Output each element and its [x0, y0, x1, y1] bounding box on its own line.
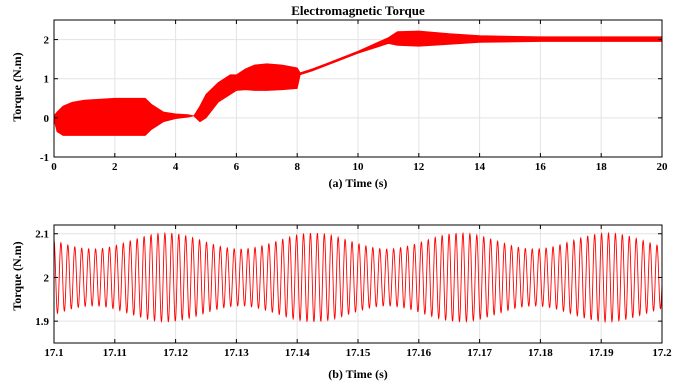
x-tick-label: 14: [474, 161, 486, 173]
x-tick-label: 6: [234, 161, 240, 173]
torque-waveform: [53, 231, 663, 324]
y-axis-label: Torque (N.m): [10, 241, 24, 310]
x-tick-label: 16: [535, 161, 547, 173]
x-tick-label: 8: [294, 161, 300, 173]
x-tick-label: 17.2: [652, 347, 672, 359]
plot-frame: [53, 19, 663, 158]
x-tick-label: 17.12: [163, 347, 188, 359]
x-axis-label: (b) Time (s): [328, 367, 388, 381]
x-tick-label: 17.18: [528, 347, 553, 359]
x-tick-label: 18: [596, 161, 608, 173]
x-tick-label: 0: [51, 161, 57, 173]
y-tick-label: 1: [44, 74, 50, 86]
x-tick-label: 2: [112, 161, 118, 173]
x-tick-label: 4: [173, 161, 179, 173]
y-axis-label: Torque (N.m): [10, 52, 24, 121]
x-tick-label: 10: [353, 161, 365, 173]
plot-frame: [53, 224, 663, 344]
y-tick-label: 1.9: [35, 316, 49, 328]
x-tick-label: 17.14: [285, 347, 310, 359]
y-tick-label: 2: [44, 35, 50, 47]
x-tick-label: 17.13: [224, 347, 249, 359]
x-tick-label: 17.17: [467, 347, 492, 359]
x-tick-label: 17.19: [589, 347, 614, 359]
y-tick-label: -1: [40, 152, 49, 164]
y-tick-label: 0: [44, 113, 50, 125]
x-tick-label: 20: [657, 161, 669, 173]
axis-ticks: 17.1 17.11 17.12 17.13 17.14 17.15 17.16 17.17 1…: [35, 225, 672, 359]
torque-chart-full: Electromagnetic Torque 0 2 4 6 8 10 12 14 16 18 20…: [10, 3, 668, 190]
chart-title: Electromagnetic Torque: [291, 3, 425, 18]
y-tick-label: 2.1: [35, 229, 49, 241]
x-tick-label: 17.15: [346, 347, 371, 359]
grid: [53, 225, 663, 343]
torque-chart-zoom: 17.1 17.11 17.12 17.13 17.14 17.15 17.16 17.17 1…: [10, 224, 672, 381]
x-axis-label: (a) Time (s): [329, 176, 388, 190]
y-tick-label: 2: [44, 272, 50, 284]
x-tick-label: 12: [413, 161, 425, 173]
x-tick-label: 17.16: [406, 347, 431, 359]
x-tick-label: 17.11: [103, 347, 127, 359]
x-tick-label: 17.1: [44, 347, 63, 359]
